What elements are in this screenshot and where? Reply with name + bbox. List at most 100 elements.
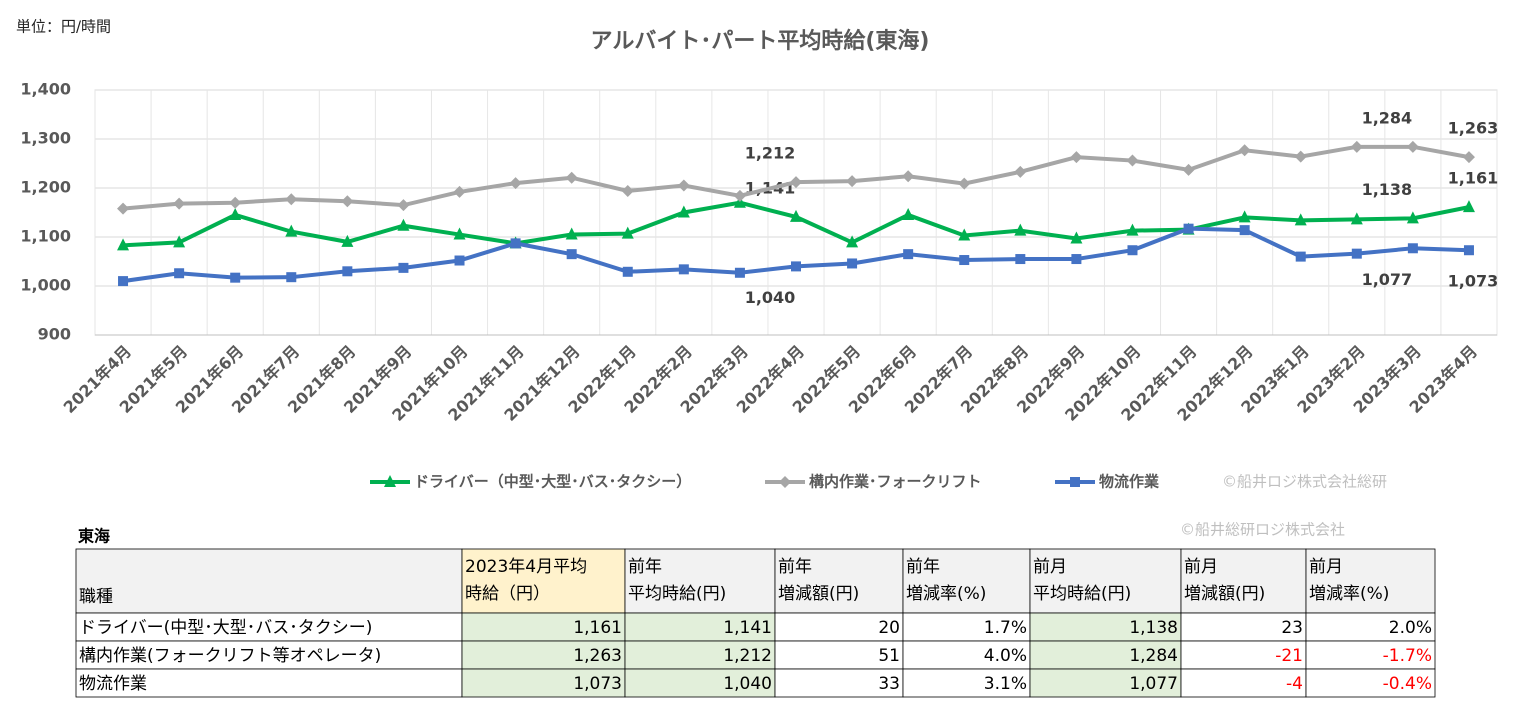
cell-text: 2.0% xyxy=(1389,618,1432,638)
data-point xyxy=(1294,213,1307,226)
cell-text: 1,138 xyxy=(1129,618,1178,638)
header-text: 増減率(%) xyxy=(906,584,986,604)
y-tick-label: 1,400 xyxy=(20,80,71,99)
data-label: 1,077 xyxy=(1362,270,1413,289)
header-text: 前月 xyxy=(1309,557,1343,577)
data-point xyxy=(622,266,633,277)
data-label: 1,263 xyxy=(1448,119,1499,138)
table-cell xyxy=(902,612,1031,642)
cell-text: -4 xyxy=(1286,674,1303,694)
cell-text: 20 xyxy=(878,618,900,638)
data-point xyxy=(286,272,297,283)
y-tick-label: 1,200 xyxy=(20,178,71,197)
header-cell xyxy=(75,548,463,614)
header-text: 時給（円） xyxy=(465,584,550,604)
data-point xyxy=(1182,163,1195,176)
header-text: 増減額(円) xyxy=(778,584,859,604)
legend-label: ドライバー（中型･大型･バス･タクシー） xyxy=(414,473,691,491)
data-point xyxy=(1351,248,1362,259)
data-point xyxy=(174,268,185,279)
cell-text: 物流作業 xyxy=(79,674,147,694)
data-point xyxy=(1014,223,1027,236)
table-cell xyxy=(1180,668,1307,698)
cell-text: 1,212 xyxy=(723,646,772,666)
data-point xyxy=(342,266,353,277)
legend-marker xyxy=(1070,477,1080,487)
table-cell xyxy=(1029,612,1182,642)
cell-text: -1.7% xyxy=(1383,646,1432,666)
data-point xyxy=(902,170,915,183)
data-point xyxy=(1295,251,1306,262)
data-point xyxy=(733,189,746,202)
header-cell xyxy=(902,548,1031,614)
data-point xyxy=(510,238,521,249)
y-tick-label: 1,100 xyxy=(20,227,71,246)
data-label: 1,212 xyxy=(745,144,796,163)
data-point xyxy=(958,177,971,190)
header-cell xyxy=(1305,548,1436,614)
data-point xyxy=(566,249,577,260)
cell-text: 51 xyxy=(878,646,900,666)
data-point xyxy=(791,261,801,272)
header-text: 増減率(%) xyxy=(1309,584,1389,604)
cell-text: 構内作業(フォークリフト等オペレータ) xyxy=(79,646,381,666)
data-point xyxy=(453,227,466,240)
data-point xyxy=(1015,254,1026,265)
data-label: 1,073 xyxy=(1448,272,1499,291)
data-point xyxy=(902,207,915,220)
cell-text: 1,141 xyxy=(723,618,772,638)
header-text: 増減額(円) xyxy=(1184,584,1265,604)
data-point xyxy=(1070,151,1083,164)
cell-text: ドライバー(中型･大型･バス･タクシー) xyxy=(79,618,372,638)
data-point xyxy=(1407,243,1418,254)
data-point xyxy=(454,255,465,266)
data-point xyxy=(1126,154,1139,167)
header-cell xyxy=(1180,548,1307,614)
table-cell xyxy=(461,668,626,698)
data-point xyxy=(790,176,802,189)
data-label: 1,161 xyxy=(1448,169,1499,188)
data-point xyxy=(1406,140,1419,153)
data-point xyxy=(565,227,578,240)
data-point xyxy=(1014,165,1027,178)
table-cell xyxy=(624,668,776,698)
y-tick-label: 1,000 xyxy=(20,276,71,295)
table-cell xyxy=(75,612,463,642)
cell-text: 1.7% xyxy=(984,618,1027,638)
table-cell xyxy=(1305,612,1436,642)
header-cell xyxy=(624,548,776,614)
header-text: 前年 xyxy=(906,557,940,577)
table-cell xyxy=(774,612,904,642)
unit-label: 単位：円/時間 xyxy=(16,18,111,36)
data-point xyxy=(1462,151,1475,164)
cell-text: 33 xyxy=(878,674,900,694)
header-text: 前月 xyxy=(1184,557,1218,577)
header-text: 職種 xyxy=(79,587,113,607)
data-point xyxy=(677,205,690,218)
y-tick-label: 900 xyxy=(38,325,71,344)
cell-text: 1,077 xyxy=(1129,674,1178,694)
data-point xyxy=(1238,210,1251,223)
cell-text: 4.0% xyxy=(984,646,1027,666)
data-point xyxy=(1350,140,1363,153)
cell-text: 1,284 xyxy=(1129,646,1178,666)
data-point xyxy=(341,234,354,247)
data-label: 1,284 xyxy=(1362,108,1413,127)
data-point xyxy=(734,267,745,278)
data-point xyxy=(847,258,858,269)
data-point xyxy=(397,199,410,212)
data-point xyxy=(1127,245,1138,256)
data-point xyxy=(397,218,410,231)
header-text: 平均時給(円) xyxy=(1033,584,1131,604)
data-point xyxy=(117,202,130,215)
table-cell xyxy=(624,640,776,670)
copyright: ©船井ロジ株式会社総研 xyxy=(1222,473,1387,491)
header-text: 前月 xyxy=(1033,557,1067,577)
table-caption: 東海 xyxy=(78,527,110,546)
legend-marker xyxy=(779,476,791,488)
data-point xyxy=(118,276,129,287)
cell-text: 1,161 xyxy=(573,618,622,638)
data-point xyxy=(453,185,466,198)
table-cell xyxy=(1029,668,1182,698)
